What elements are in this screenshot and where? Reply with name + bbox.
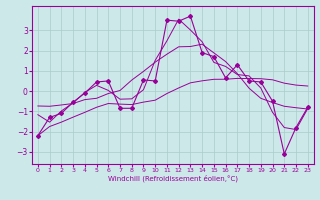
X-axis label: Windchill (Refroidissement éolien,°C): Windchill (Refroidissement éolien,°C) xyxy=(108,175,238,182)
